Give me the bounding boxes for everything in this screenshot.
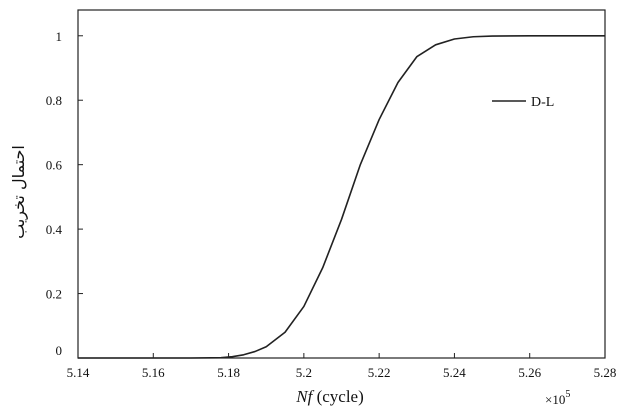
x-axis-multiplier-exponent: 5 bbox=[565, 389, 570, 400]
y-tick-label: 0.4 bbox=[46, 222, 63, 237]
legend-label: D-L bbox=[531, 95, 554, 110]
x-tick-label: 5.14 bbox=[67, 365, 90, 380]
x-tick-label: 5.18 bbox=[217, 365, 240, 380]
x-tick-label: 5.28 bbox=[594, 365, 617, 380]
y-tick-label: 1 bbox=[56, 29, 63, 44]
x-axis-label-unit: (cycle) bbox=[312, 387, 363, 406]
x-tick-label: 5.22 bbox=[368, 365, 391, 380]
x-axis-multiplier-base: ×10 bbox=[545, 392, 565, 407]
x-tick-label: 5.26 bbox=[518, 365, 541, 380]
x-axis-multiplier: ×105 bbox=[545, 389, 570, 407]
y-tick-label: 0 bbox=[56, 343, 63, 358]
y-tick-label: 0.6 bbox=[46, 158, 63, 173]
plot-frame bbox=[77, 9, 606, 359]
y-axis-label: احتمال تخریب bbox=[9, 145, 29, 239]
series-line-d-l bbox=[78, 34, 605, 359]
x-tick-label: 5.16 bbox=[142, 365, 165, 380]
y-tick-label: 0.2 bbox=[46, 287, 62, 302]
legend: D-L bbox=[492, 95, 554, 110]
series-layer bbox=[78, 34, 605, 359]
x-axis-label-symbol: Nf bbox=[295, 387, 314, 406]
x-tick-label: 5.24 bbox=[443, 365, 466, 380]
y-tick-label: 0.8 bbox=[46, 93, 62, 108]
x-tick-label: 5.2 bbox=[296, 365, 312, 380]
ticks-layer: 5.14 5.16 5.18 5.2 5.22 5.24 5.26 5.28 0 0.2 0.4 0.… bbox=[46, 29, 617, 380]
axes-layer bbox=[77, 9, 606, 359]
labels-layer: Nf (cycle) ×105 احتمال تخریب bbox=[9, 145, 570, 407]
x-axis-label: Nf (cycle) bbox=[295, 387, 364, 406]
